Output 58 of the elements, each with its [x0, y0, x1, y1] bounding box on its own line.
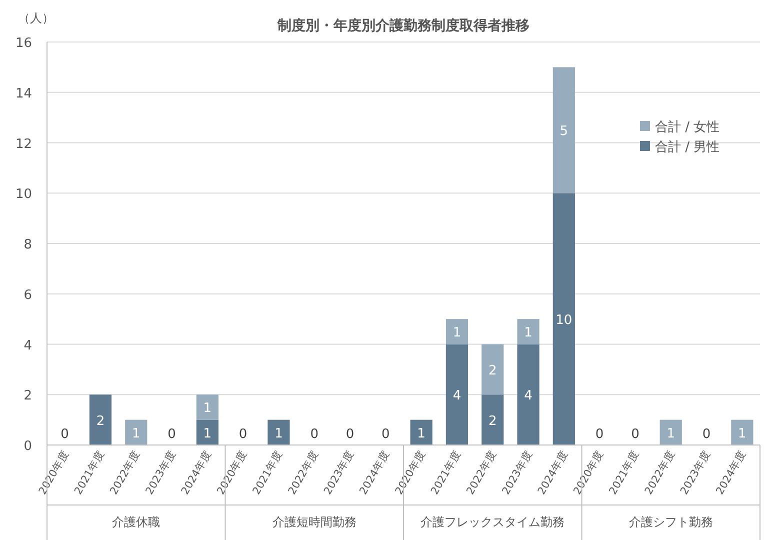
bar	[660, 420, 682, 445]
y-tick-label: 8	[24, 238, 32, 252]
y-tick-label: 6	[24, 288, 32, 303]
data-label: 0	[60, 427, 69, 442]
data-label: 4	[452, 388, 462, 404]
data-label: 0	[346, 427, 354, 442]
data-label: 1	[132, 426, 140, 442]
data-label: 1	[524, 326, 532, 341]
data-label: 5	[560, 124, 568, 140]
data-label: 2	[96, 414, 105, 429]
data-label: 0	[310, 427, 319, 442]
bar	[125, 420, 148, 445]
data-label: 2	[488, 363, 497, 378]
y-tick-label: 14	[15, 86, 32, 102]
bar	[482, 394, 504, 445]
legend-label: 合計 / 女性	[655, 120, 720, 135]
bar	[482, 344, 504, 395]
y-tick-label: 0	[24, 439, 32, 454]
chart-title: 制度別・年度別介護勤務制度取得者推移	[276, 17, 530, 34]
y-tick-label: 4	[24, 338, 32, 354]
data-label: 10	[556, 313, 572, 328]
bar	[552, 67, 575, 194]
bar	[731, 420, 754, 445]
text: 介護休職	[112, 515, 160, 529]
bar	[517, 344, 540, 445]
y-tick-label: 2	[24, 388, 32, 404]
data-label: 2	[488, 414, 497, 429]
data-label: 1	[203, 401, 212, 416]
bar	[410, 420, 432, 445]
data-label: 1	[738, 426, 746, 442]
y-tick-label: 10	[15, 187, 32, 202]
data-label: 0	[631, 427, 640, 442]
bar	[196, 394, 218, 420]
data-label: 0	[595, 427, 604, 442]
data-label: 4	[524, 388, 532, 404]
bar	[89, 394, 112, 445]
data-label: 1	[452, 326, 462, 341]
y-tick-label: 16	[15, 36, 32, 51]
data-label: 1	[274, 426, 283, 442]
bar	[517, 319, 540, 344]
legend-label: 合計 / 男性	[655, 140, 720, 155]
bar	[268, 420, 290, 445]
data-label: 1	[203, 426, 212, 442]
bar	[446, 344, 468, 445]
data-label: 1	[417, 426, 426, 442]
data-label: 0	[168, 427, 176, 442]
text: 介護フレックスタイム勤務	[420, 515, 565, 529]
bar	[552, 193, 575, 445]
data-label: 0	[382, 427, 390, 442]
text: 介護短時間勤務	[272, 515, 356, 529]
bar	[446, 319, 468, 344]
bar	[196, 420, 218, 445]
y-axis-title: （人）	[18, 11, 54, 25]
data-label: 0	[238, 427, 248, 442]
data-label: 1	[666, 426, 676, 442]
text: 介護シフト勤務	[628, 515, 713, 529]
data-label: 0	[702, 427, 711, 442]
y-tick-label: 12	[15, 136, 32, 152]
